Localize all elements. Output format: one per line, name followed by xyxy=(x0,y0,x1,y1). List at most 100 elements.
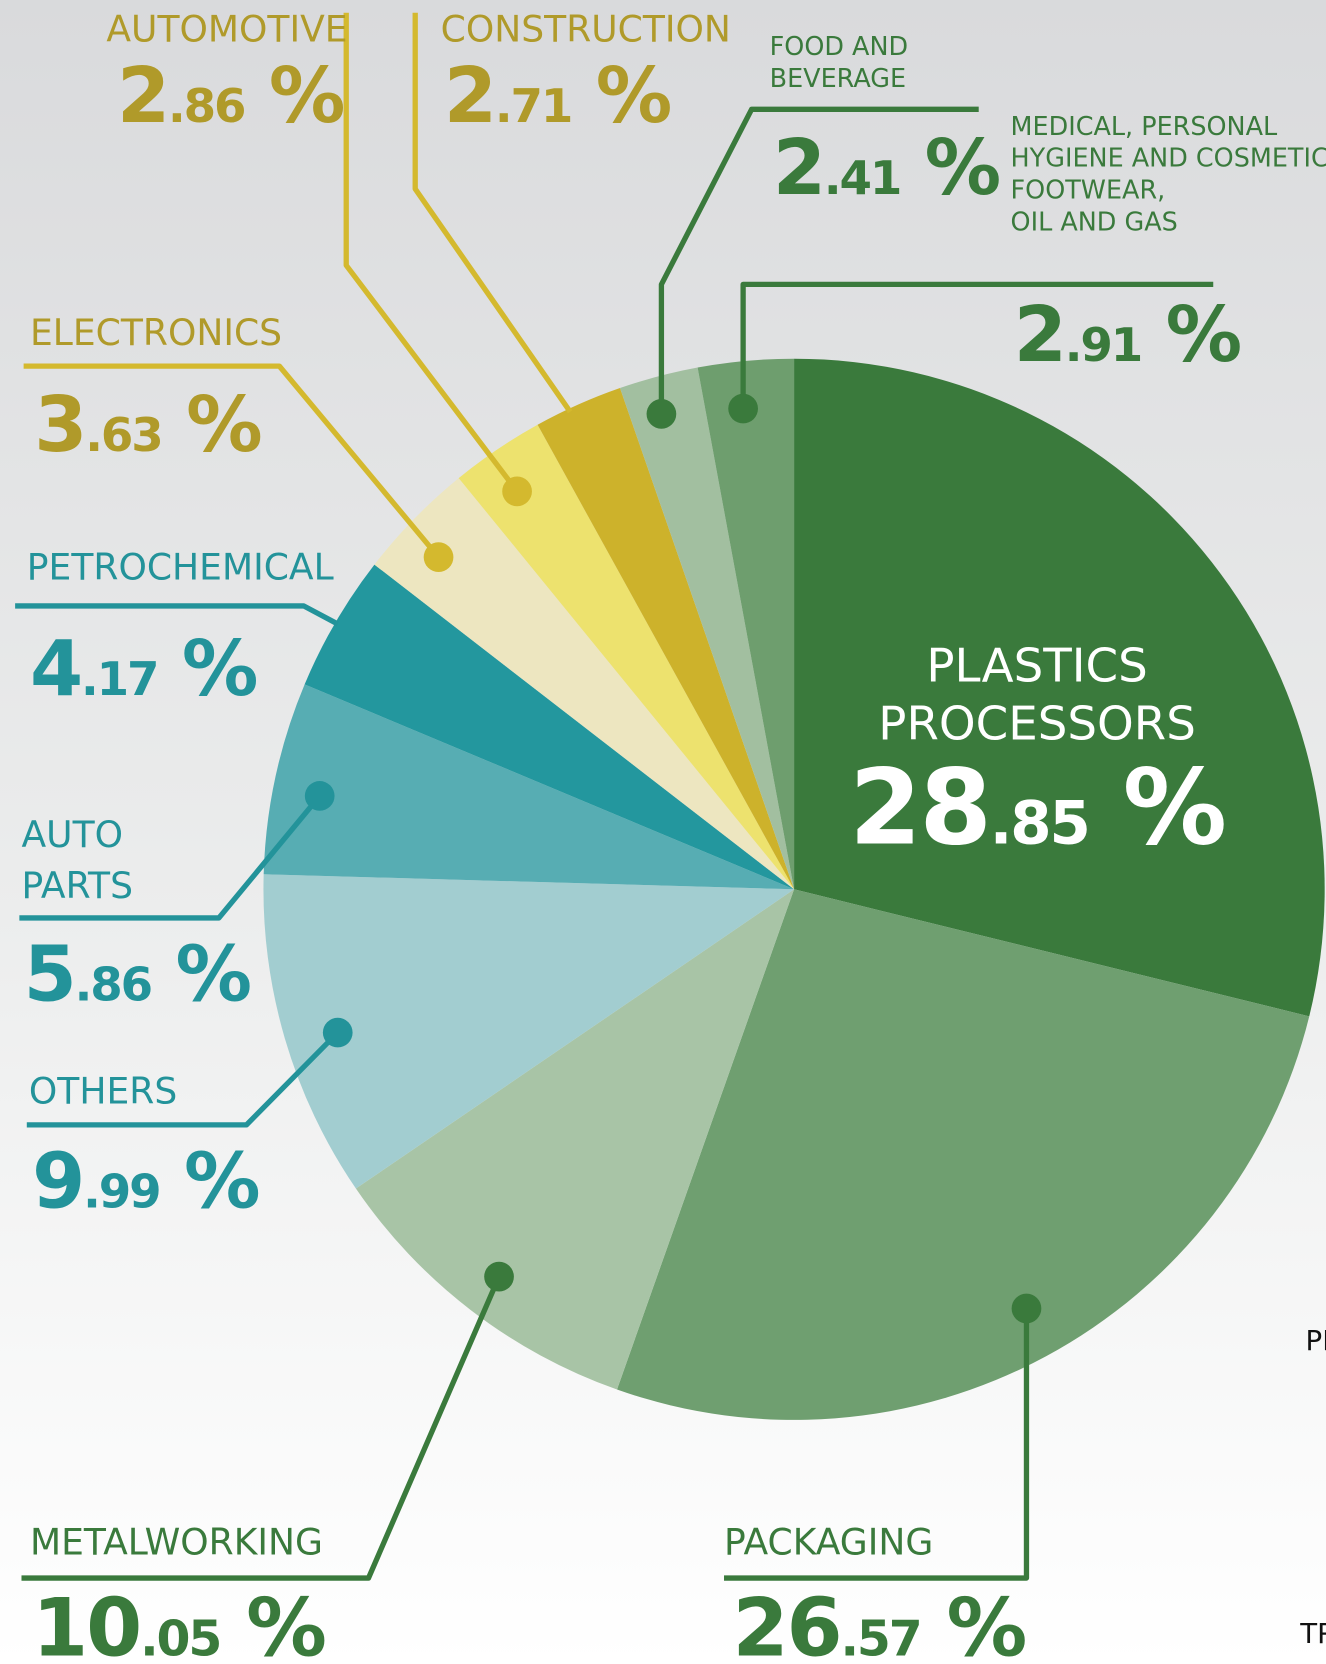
pie-slice xyxy=(697,358,795,890)
value-part: 28 xyxy=(849,747,989,869)
pie-slice xyxy=(355,889,795,1390)
label-line: FOOD AND xyxy=(770,32,908,62)
label-line: PACKAGING xyxy=(724,1522,933,1564)
value-label: 2.91 % xyxy=(1014,291,1241,380)
category-label: AUTO PARTS xyxy=(21,814,133,907)
value-part: 2 xyxy=(1014,291,1065,380)
value-part: % xyxy=(571,52,670,141)
label-line: MEDICAL, PERSONAL xyxy=(1011,112,1278,142)
value-part: 4 xyxy=(30,625,81,714)
category-label: ELECTRONICS xyxy=(30,312,282,354)
annotation: TR xyxy=(1299,1617,1326,1650)
annotation: PI xyxy=(1306,1324,1326,1357)
value-label: 2.86 % xyxy=(117,52,344,141)
label-line: PETROCHEMICAL xyxy=(27,546,334,588)
label-line: AUTOMOTIVE xyxy=(106,8,347,50)
pie-slice xyxy=(263,684,795,890)
pie-slice xyxy=(374,478,795,890)
value-label: 4.17 % xyxy=(30,625,257,714)
category-label: CONSTRUCTION xyxy=(441,8,731,50)
leader-line xyxy=(23,363,441,559)
pie-slice xyxy=(458,424,795,890)
value-part: .86 xyxy=(168,80,244,134)
value-part: 26 xyxy=(733,1582,841,1664)
label-line: ELECTRONICS xyxy=(30,312,282,354)
value-label: 28.85 % xyxy=(849,747,1225,869)
label-line: PROCESSORS xyxy=(878,698,1196,752)
value-part: 2 xyxy=(117,52,168,141)
category-label: PETROCHEMICAL xyxy=(27,546,334,588)
category-label: METALWORKING xyxy=(30,1522,323,1564)
leader-line xyxy=(740,281,1214,409)
leader-dot xyxy=(322,1017,353,1048)
pie-slice xyxy=(304,564,795,890)
value-label: 26.57 % xyxy=(733,1582,1026,1664)
label-line: OTHERS xyxy=(29,1071,177,1113)
value-part: % xyxy=(900,124,999,213)
leader-line xyxy=(658,106,979,414)
category-label: FOOD AND BEVERAGE xyxy=(770,32,908,94)
value-part: % xyxy=(1141,291,1240,380)
value-part: .17 xyxy=(81,653,157,707)
leader-line xyxy=(26,1030,340,1128)
value-part: % xyxy=(1089,747,1225,869)
pie-slice xyxy=(537,388,795,890)
label-line: HYGIENE AND COSMETIC, xyxy=(1011,144,1326,174)
value-label: 2.41 % xyxy=(773,124,1000,213)
value-part: % xyxy=(244,52,343,141)
category-label: OTHERS xyxy=(29,1071,177,1113)
leader-dot xyxy=(484,1261,514,1292)
pie-slice xyxy=(794,358,1325,1017)
category-label: AUTOMOTIVE xyxy=(106,8,347,50)
leader-dot xyxy=(502,476,532,507)
value-part: 5 xyxy=(24,931,75,1020)
category-label: MEDICAL, PERSONAL HYGIENE AND COSMETIC, FO… xyxy=(1011,112,1326,238)
value-part: 3 xyxy=(34,381,85,470)
value-part: % xyxy=(157,625,256,714)
leader-dot xyxy=(304,781,335,811)
label-line: PARTS xyxy=(21,865,133,907)
value-label: 3.63 % xyxy=(34,381,261,470)
label-line: PLASTICS xyxy=(926,639,1147,693)
category-label: PLASTICS PROCESSORS xyxy=(878,639,1196,751)
value-part: % xyxy=(162,381,261,470)
value-label: 9.99 % xyxy=(32,1138,259,1227)
value-part: % xyxy=(151,931,250,1020)
leader-line xyxy=(343,12,520,493)
category-label: PACKAGING xyxy=(724,1522,933,1564)
leader-line xyxy=(21,1275,502,1581)
value-part: % xyxy=(220,1582,325,1664)
value-part: 2 xyxy=(773,124,824,213)
value-part: .91 xyxy=(1065,319,1141,373)
leader-line xyxy=(15,603,339,627)
value-part: .86 xyxy=(75,959,151,1013)
label-line: FOOTWEAR, xyxy=(1011,175,1166,205)
value-part: .63 xyxy=(85,409,161,463)
value-part: .99 xyxy=(83,1166,159,1220)
label-line: BEVERAGE xyxy=(770,64,906,94)
value-part: 2 xyxy=(444,52,495,141)
pie-slice xyxy=(617,889,1310,1420)
value-part: .57 xyxy=(840,1611,920,1664)
value-label: 5.86 % xyxy=(24,931,251,1020)
leader-line xyxy=(19,794,322,921)
value-part: 10 xyxy=(32,1582,140,1664)
value-part: % xyxy=(159,1138,258,1227)
pie-slice xyxy=(619,367,795,890)
label-line: METALWORKING xyxy=(30,1522,323,1564)
leader-dot xyxy=(423,542,454,572)
value-label: 2.71 % xyxy=(444,52,671,141)
leader-line xyxy=(412,12,573,414)
label-line: OIL AND GAS xyxy=(1011,207,1178,237)
leader-dot xyxy=(1011,1293,1042,1324)
leader-line xyxy=(724,1308,1030,1581)
value-part: .71 xyxy=(495,80,571,134)
value-part: .85 xyxy=(990,790,1089,859)
value-part: % xyxy=(921,1582,1026,1664)
pie-slice xyxy=(263,874,795,1189)
label-line: AUTO xyxy=(21,814,123,856)
value-part: .05 xyxy=(140,1611,220,1664)
value-label: 10.05 % xyxy=(32,1582,325,1664)
